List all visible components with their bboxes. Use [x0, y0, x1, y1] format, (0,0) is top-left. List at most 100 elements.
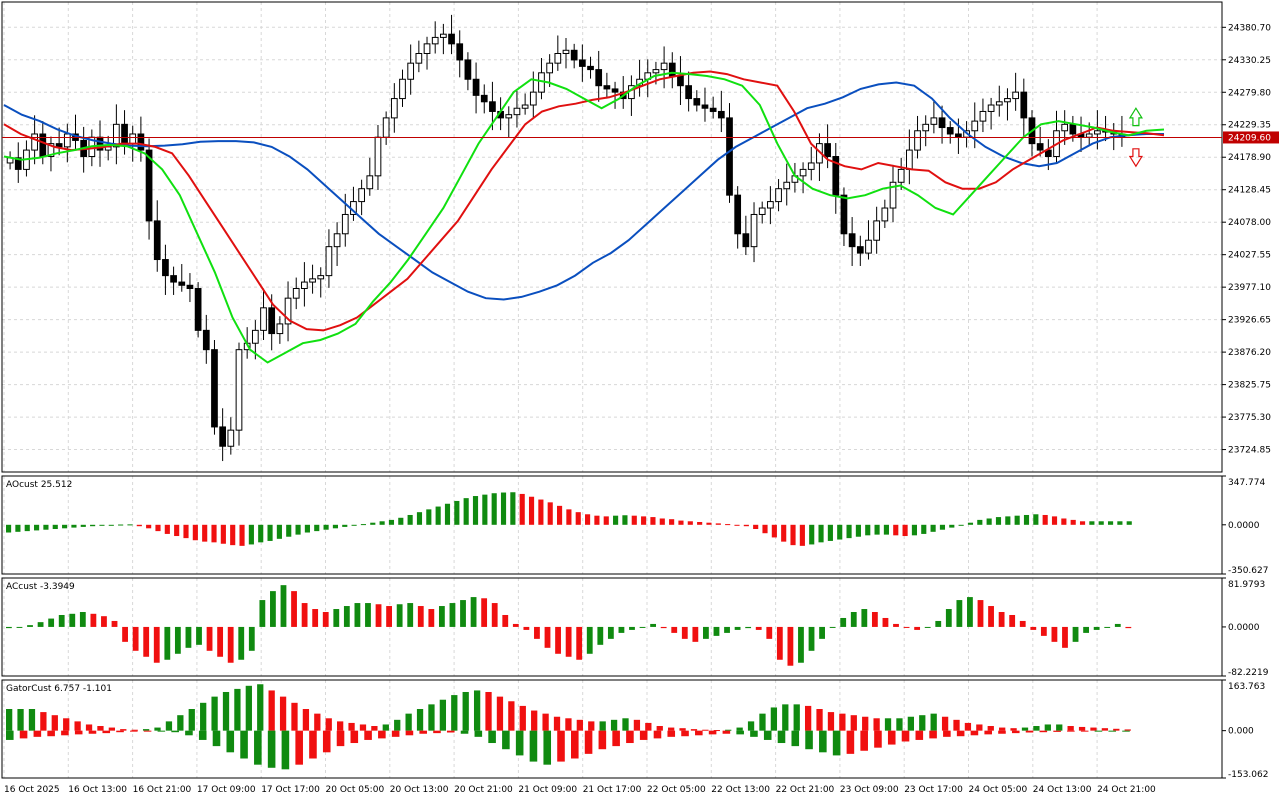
price-tick-label: 23977.10	[1228, 283, 1271, 293]
gator-down-bar	[185, 730, 193, 736]
candle-body	[431, 36, 439, 45]
candle-body	[292, 288, 300, 299]
oscillator-label: AOcust 25.512	[6, 480, 72, 490]
oscillator-bar	[370, 522, 376, 525]
oscillator-bar	[566, 509, 572, 525]
gator-down-bar	[915, 730, 924, 740]
oscillator-bar	[37, 622, 44, 627]
oscillator-bar	[1126, 521, 1132, 525]
oscillator-bar	[500, 492, 507, 525]
gator-up-bar	[28, 709, 36, 731]
candle-body	[390, 98, 398, 119]
gator-down-bar	[1067, 730, 1075, 732]
oscillator-bar	[354, 603, 361, 627]
candle-body	[570, 49, 578, 61]
gator-down-bar	[901, 730, 910, 742]
oscillator-bar	[556, 505, 563, 525]
gator-up-bar	[702, 729, 709, 731]
candle-body	[260, 307, 267, 331]
osc-tick-label: -153.062	[1228, 770, 1268, 780]
candle-body	[153, 220, 161, 261]
gator-down-bar	[819, 730, 827, 753]
candle-body	[824, 143, 831, 158]
candle-body	[856, 246, 864, 254]
candle-body	[211, 349, 218, 428]
gator-up-bar	[645, 722, 652, 731]
gator-up-bar	[371, 726, 378, 731]
oscillator-bar	[659, 518, 665, 525]
oscillator-bar	[1033, 514, 1039, 525]
candle-body	[162, 259, 169, 277]
oscillator-bar	[301, 603, 308, 627]
gator-down-bar	[805, 730, 813, 750]
oscillator-bar	[924, 626, 931, 628]
candle-body	[202, 329, 210, 351]
oscillator-bar	[1098, 521, 1104, 525]
gator-down-bar	[350, 730, 359, 744]
oscillator-bar	[565, 626, 572, 657]
oscillator-bar	[276, 524, 282, 539]
candle-body	[415, 53, 423, 64]
oscillator-bar	[755, 626, 762, 630]
gator-up-bar	[177, 715, 184, 731]
oscillator-bar	[227, 626, 234, 663]
osc-tick-label: 81.9793	[1228, 580, 1265, 590]
price-tick-label: 24380.70	[1228, 23, 1271, 33]
gator-up-bar	[279, 696, 287, 731]
oscillator-bar	[185, 626, 192, 648]
oscillator-bar	[893, 623, 899, 627]
gator-down-bar	[130, 730, 138, 732]
gator-down-bar	[887, 730, 896, 745]
candle-body	[113, 123, 120, 148]
oscillator-bar	[837, 524, 843, 540]
oscillator-bar	[333, 609, 340, 627]
gator-up-bar	[610, 719, 618, 731]
candle-body	[807, 162, 815, 170]
oscillator-bar	[71, 524, 77, 528]
candle-body	[251, 329, 259, 344]
oscillator-bar	[631, 515, 637, 525]
gator-up-bar	[1056, 724, 1063, 731]
oscillator-bar	[342, 524, 348, 527]
candle-body	[848, 233, 856, 248]
time-label: 21 Oct 09:00	[518, 785, 577, 795]
candle-body	[905, 149, 913, 170]
osc-tick-label: 0.0000	[1228, 521, 1260, 531]
oscillator-bar	[491, 603, 498, 627]
candle-body	[930, 117, 938, 125]
gator-up-bar	[599, 721, 606, 731]
gator-down-bar	[88, 730, 97, 734]
oscillator-bar	[945, 609, 952, 627]
oscillator-bar	[146, 524, 152, 529]
gator-up-bar	[439, 699, 447, 731]
candle-body	[55, 143, 63, 148]
candle-body	[472, 78, 480, 96]
candle-body	[301, 281, 308, 290]
gator-up-bar	[542, 713, 549, 731]
time-label: 22 Oct 21:00	[776, 785, 835, 795]
price-tick-label: 23775.30	[1228, 413, 1271, 423]
gator-up-bar	[941, 716, 949, 731]
gator-down-bar	[598, 730, 607, 750]
oscillator-bar	[1125, 626, 1132, 629]
oscillator-bar	[1117, 521, 1123, 525]
oscillator-bar	[444, 503, 451, 525]
gator-down-bar	[240, 730, 248, 759]
candle-body	[1044, 149, 1052, 158]
oscillator-bar	[79, 612, 86, 627]
oscillator-bar	[379, 521, 385, 525]
oscillator-bar	[1062, 626, 1068, 648]
oscillator-panes: AOcust 25.512 ACcust -3.3949 GatorCust 6.7…	[6, 480, 1132, 770]
candle-body	[742, 233, 750, 248]
oscillator-bar	[80, 524, 86, 527]
gator-down-bar	[446, 730, 455, 733]
candle-body	[685, 85, 692, 100]
oscillator-bar	[238, 626, 245, 660]
candle-body	[971, 120, 979, 132]
gator-down-bar	[681, 730, 689, 737]
candle-body	[268, 307, 276, 335]
candle-body	[341, 213, 349, 235]
candle-body	[595, 69, 603, 87]
time-label: 24 Oct 05:00	[969, 785, 1028, 795]
